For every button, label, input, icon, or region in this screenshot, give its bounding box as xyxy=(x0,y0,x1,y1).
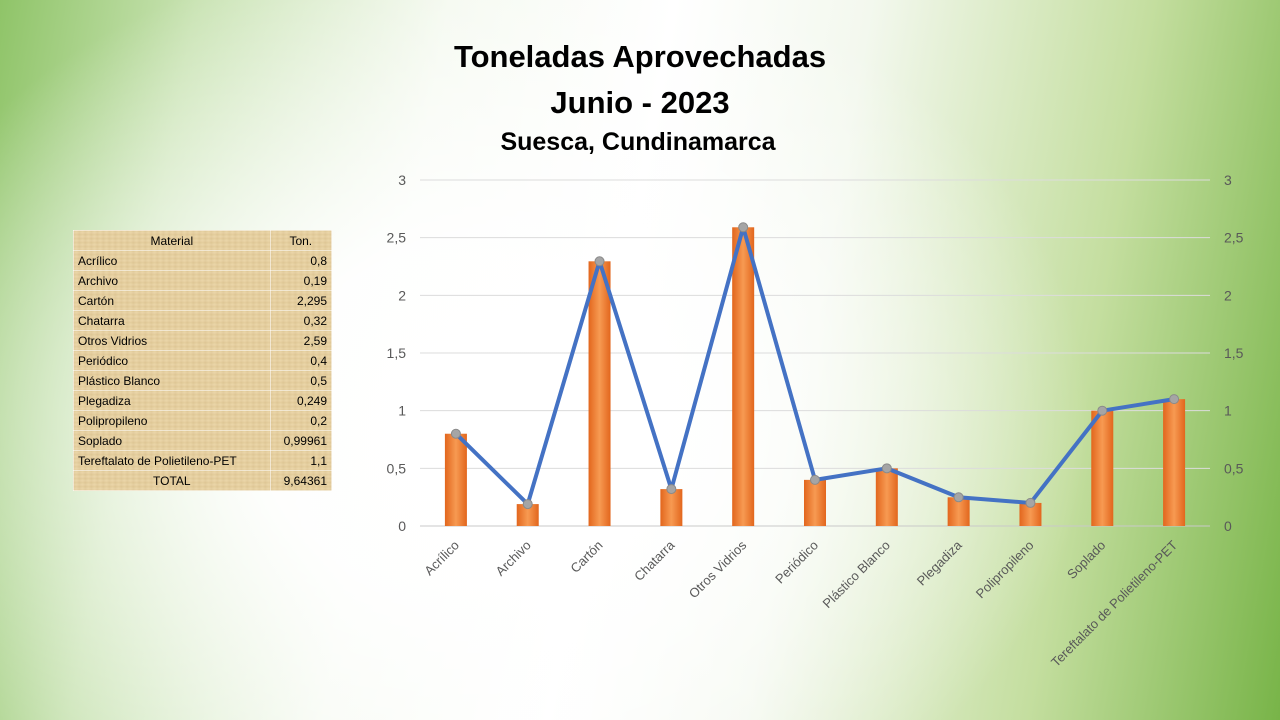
bar xyxy=(947,497,970,526)
y-tick-label-right: 0,5 xyxy=(1224,460,1244,476)
material-name: Soplado xyxy=(73,430,271,451)
header-ton: Ton. xyxy=(269,230,333,251)
bar xyxy=(588,261,611,526)
line-point xyxy=(450,428,461,439)
line-point xyxy=(1025,497,1036,508)
total-value: 9,64361 xyxy=(269,470,333,491)
materials-table: Material Ton. Acrílico 0,8 Archivo 0,19 Cart… xyxy=(73,230,333,491)
series-line xyxy=(454,225,1175,507)
x-tick-label: Plegadiza xyxy=(914,537,966,589)
table-row: Chatarra 0,32 xyxy=(73,310,333,331)
x-tick-label: Chatarra xyxy=(631,537,678,584)
bar xyxy=(516,504,539,526)
table-total-row: TOTAL 9,64361 xyxy=(73,470,333,491)
table-row: Archivo 0,19 xyxy=(73,270,333,291)
table-row: Cartón 2,295 xyxy=(73,290,333,311)
bar xyxy=(1019,502,1042,526)
bar-series xyxy=(444,227,1186,526)
material-ton: 0,249 xyxy=(269,390,333,411)
gridlines xyxy=(420,179,1210,527)
x-tick-label: Soplado xyxy=(1064,538,1108,582)
table-row: Periódico 0,4 xyxy=(73,350,333,371)
line-point xyxy=(594,256,605,267)
line-point xyxy=(810,474,820,485)
bar xyxy=(660,489,683,526)
material-name: Otros Vidrios xyxy=(73,330,271,351)
line-point xyxy=(738,222,749,233)
y-tick-label-right: 2 xyxy=(1224,287,1232,303)
x-tick-label: Otros Vidrios xyxy=(686,537,750,601)
line-point xyxy=(881,463,892,474)
x-tick-label: Cartón xyxy=(567,538,605,576)
x-tick-label: Polipropileno xyxy=(973,538,1037,602)
material-ton: 0,32 xyxy=(269,310,333,331)
bar xyxy=(1091,410,1114,526)
x-tick-label: Plástico Blanco xyxy=(819,538,892,611)
line-point xyxy=(953,492,964,503)
table-row: Otros Vidrios 2,59 xyxy=(73,330,333,351)
y-tick-label-left: 0,5 xyxy=(387,460,407,476)
y-tick-label-right: 0 xyxy=(1224,518,1232,534)
y-tick-label-right: 3 xyxy=(1224,172,1232,188)
y-tick-label-left: 1 xyxy=(398,403,406,419)
y-tick-label-left: 2 xyxy=(398,287,406,303)
table-row: Acrílico 0,8 xyxy=(73,250,333,271)
y-tick-label-right: 1,5 xyxy=(1224,345,1244,361)
total-label: TOTAL xyxy=(73,470,271,491)
bar xyxy=(1163,399,1186,526)
x-tick-label: Periódico xyxy=(772,538,821,587)
y-tick-label-right: 2,5 xyxy=(1224,230,1244,246)
material-ton: 0,99961 xyxy=(269,430,333,451)
y-tick-label-left: 1,5 xyxy=(387,345,407,361)
chart-title-period: Junio - 2023 xyxy=(550,85,730,120)
material-ton: 2,59 xyxy=(269,330,333,351)
y-axis-left: 0 0,5 1 1,5 2 2,5 3 xyxy=(387,172,407,534)
chart-title: Toneladas Aprovechadas xyxy=(453,39,827,74)
table-row: Soplado 0,99961 xyxy=(73,430,333,451)
x-axis-labels: Acrílico Archivo Cartón Chatarra Otros Vidri… xyxy=(421,537,1180,670)
material-ton: 0,8 xyxy=(269,250,333,271)
line-point xyxy=(666,484,677,495)
line-point xyxy=(522,499,533,510)
x-tick-label: Archivo xyxy=(493,538,534,579)
line-point xyxy=(1097,405,1108,416)
material-name: Chatarra xyxy=(73,310,271,331)
x-tick-label: Acrílico xyxy=(421,538,462,579)
line-series xyxy=(450,222,1180,510)
y-axis-right: 0 0,5 1 1,5 2 2,5 3 xyxy=(1224,172,1244,534)
bar xyxy=(732,227,755,526)
y-tick-label-left: 3 xyxy=(398,172,406,188)
material-name: Polipropileno xyxy=(73,410,271,431)
table-row: Plástico Blanco 0,5 xyxy=(73,370,333,391)
y-tick-label-right: 1 xyxy=(1224,403,1232,419)
table-header-row: Material Ton. xyxy=(73,230,333,251)
y-tick-label-left: 2,5 xyxy=(387,230,407,246)
chart-subtitle: Suesca, Cundinamarca xyxy=(500,128,776,156)
x-tick-label: Tereftalato de Polietileno-PET xyxy=(1048,537,1180,669)
line-point xyxy=(1169,394,1180,405)
table-body: Acrílico 0,8 Archivo 0,19 Cartón 2,295 Chatarr… xyxy=(73,250,333,491)
bar xyxy=(875,468,898,526)
bar xyxy=(444,433,467,526)
bar xyxy=(804,479,826,526)
material-ton: 2,295 xyxy=(269,290,333,311)
y-tick-label-left: 0 xyxy=(398,518,406,534)
